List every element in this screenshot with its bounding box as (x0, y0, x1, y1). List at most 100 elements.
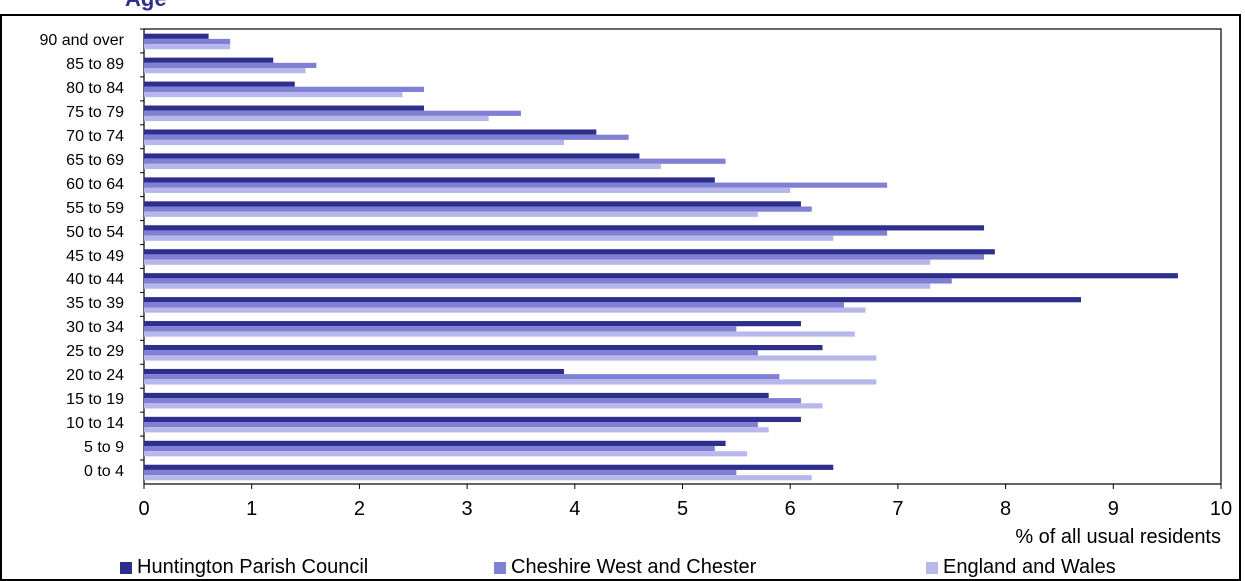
y-label-15: 75 to 79 (66, 103, 124, 121)
y-label-5: 25 to 29 (66, 343, 124, 361)
bar-1-11 (144, 206, 812, 212)
bar-1-12 (144, 182, 888, 188)
bar-2-17 (144, 68, 306, 74)
bar-2-0 (144, 475, 812, 481)
x-label-4: 4 (569, 498, 581, 520)
bar-1-1 (144, 445, 715, 452)
bar-2-15 (144, 115, 489, 122)
bar-2-14 (144, 139, 565, 146)
legend-label-0: Huntington Parish Council (137, 556, 369, 578)
y-label-2: 10 to 14 (66, 415, 124, 433)
bar-2-1 (144, 451, 748, 457)
x-label-3: 3 (461, 498, 473, 520)
x-axis-title: % of all usual residents (1015, 526, 1221, 548)
bar-2-9 (144, 259, 931, 265)
legend: Huntington Parish Council Cheshire West … (0, 556, 1245, 581)
bar-1-9 (144, 254, 985, 260)
legend-item-0: Huntington Parish Council (120, 556, 368, 579)
y-label-12: 60 to 64 (66, 175, 124, 193)
bar-0-1 (144, 440, 726, 446)
bar-1-17 (144, 62, 317, 69)
y-label-17: 85 to 89 (66, 55, 124, 73)
bar-2-4 (144, 379, 877, 385)
bar-0-16 (144, 81, 295, 87)
bar-2-5 (144, 355, 877, 361)
bar-2-16 (144, 91, 403, 98)
bar-1-14 (144, 134, 629, 140)
chart-frame (0, 14, 1241, 581)
bar-2-13 (144, 163, 661, 170)
bar-0-17 (144, 57, 274, 63)
bar-0-9 (144, 249, 995, 255)
bar-0-7 (144, 297, 1081, 303)
y-label-13: 65 to 69 (66, 151, 124, 169)
bar-chart (140, 28, 1222, 489)
legend-swatch-1 (494, 561, 506, 574)
bar-1-10 (144, 230, 888, 236)
bar-0-18 (144, 33, 209, 39)
bar-1-18 (144, 38, 231, 45)
bar-2-8 (144, 283, 931, 289)
bar-0-5 (144, 344, 823, 351)
y-label-10: 50 to 54 (66, 223, 124, 241)
y-label-0: 0 to 4 (83, 463, 124, 481)
bar-1-16 (144, 86, 425, 92)
bar-0-10 (144, 225, 985, 231)
bar-2-2 (144, 427, 769, 433)
bar-2-10 (144, 235, 834, 241)
bar-1-6 (144, 326, 737, 332)
y-label-11: 55 to 59 (66, 199, 124, 217)
x-label-7: 7 (892, 498, 904, 520)
x-label-1: 1 (246, 498, 258, 520)
bar-0-15 (144, 105, 425, 111)
bar-2-7 (144, 307, 866, 313)
x-label-2: 2 (353, 498, 365, 520)
bar-0-11 (144, 201, 801, 207)
bar-0-0 (144, 464, 834, 470)
bar-2-18 (144, 44, 231, 50)
x-label-8: 8 (1000, 498, 1012, 520)
bar-0-2 (144, 416, 801, 423)
bar-0-13 (144, 153, 640, 159)
bar-2-12 (144, 187, 791, 193)
bar-0-14 (144, 129, 597, 135)
bar-2-3 (144, 403, 823, 409)
legend-swatch-0 (120, 561, 132, 574)
bar-1-4 (144, 374, 780, 380)
bar-1-13 (144, 158, 726, 164)
bar-1-15 (144, 110, 521, 116)
x-label-0: 0 (138, 498, 150, 520)
bar-1-5 (144, 350, 758, 356)
y-label-18: 90 and over (39, 31, 124, 49)
legend-label-1: Cheshire West and Chester (511, 556, 757, 578)
bar-0-4 (144, 368, 565, 375)
y-label-3: 15 to 19 (66, 391, 124, 409)
bar-1-2 (144, 422, 758, 428)
x-label-9: 9 (1107, 498, 1119, 520)
legend-swatch-2 (926, 561, 938, 574)
y-label-9: 45 to 49 (66, 247, 124, 265)
bar-0-3 (144, 392, 769, 399)
chart-title: Age (125, 0, 167, 12)
bar-0-12 (144, 177, 715, 183)
bar-2-6 (144, 331, 855, 337)
legend-label-2: England and Wales (943, 556, 1116, 578)
y-label-4: 20 to 24 (66, 367, 124, 385)
y-label-1: 5 to 9 (83, 439, 124, 457)
bar-0-8 (144, 273, 1178, 279)
bar-1-8 (144, 278, 952, 284)
legend-item-2: England and Wales (926, 556, 1116, 579)
legend-item-1: Cheshire West and Chester (494, 556, 756, 579)
bar-1-7 (144, 302, 845, 308)
x-label-10: 10 (1209, 498, 1233, 520)
bar-0-6 (144, 321, 801, 327)
y-label-14: 70 to 74 (66, 127, 124, 145)
x-label-6: 6 (784, 498, 796, 520)
bar-2-11 (144, 211, 758, 217)
bar-1-3 (144, 398, 801, 404)
y-label-7: 35 to 39 (66, 295, 124, 313)
bar-1-0 (144, 469, 737, 476)
x-label-5: 5 (676, 498, 689, 520)
y-label-6: 30 to 34 (66, 319, 124, 337)
y-label-16: 80 to 84 (66, 79, 124, 97)
